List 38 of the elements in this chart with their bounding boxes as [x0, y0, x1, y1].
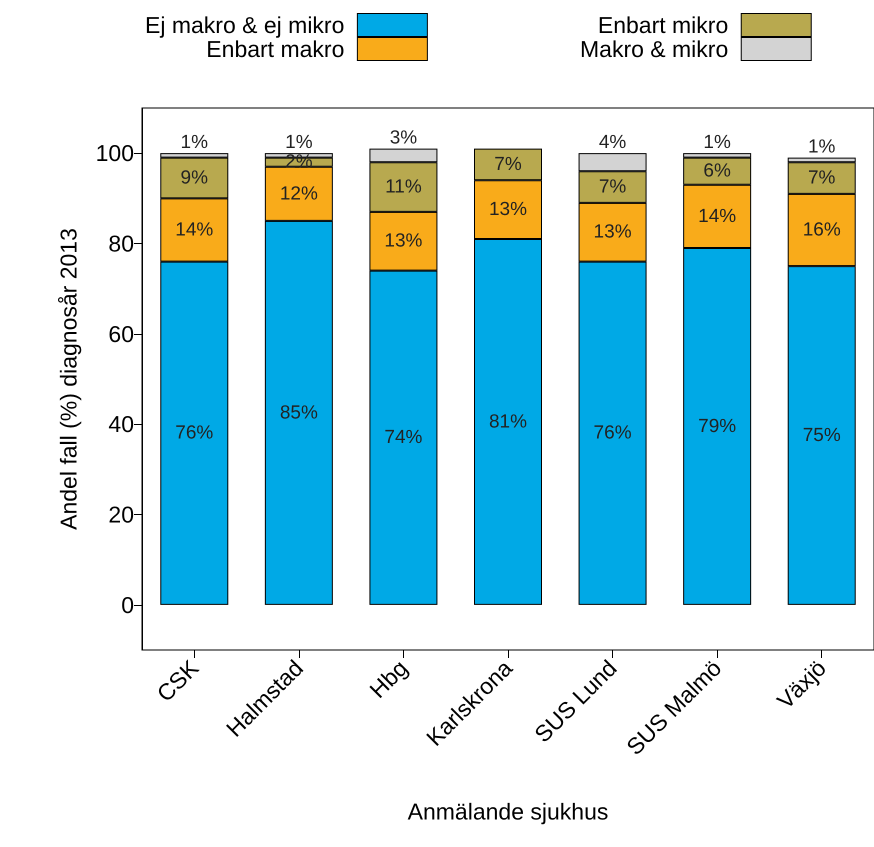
data-label: 12%	[280, 183, 318, 204]
data-label: 13%	[384, 230, 423, 252]
y-axis-title: Andel fall (%) diagnosår 2013	[56, 228, 82, 530]
data-label: 14%	[175, 219, 214, 240]
data-label: 1%	[703, 132, 731, 154]
x-tick-label: Hbg	[364, 654, 413, 704]
data-label: 11%	[385, 176, 422, 198]
data-label: 81%	[488, 411, 528, 432]
data-label: 76%	[175, 422, 214, 444]
data-label: 9%	[180, 168, 208, 189]
legend-label: Enbart mikro	[598, 12, 728, 38]
data-label: 7%	[808, 168, 836, 189]
data-label: 3%	[390, 128, 418, 149]
x-axis-title: Anmälande sjukhus	[408, 798, 608, 824]
data-label: 7%	[598, 176, 626, 198]
data-label: 13%	[488, 199, 528, 220]
data-label: 1%	[180, 132, 208, 154]
data-label: 1%	[285, 132, 313, 154]
data-label: 6%	[703, 160, 731, 182]
y-tick-label: 20	[108, 502, 134, 528]
legend-label: Makro & mikro	[580, 36, 728, 62]
y-tick-label: 60	[108, 320, 134, 347]
data-label: 16%	[802, 219, 841, 240]
data-label: 75%	[802, 424, 841, 446]
data-label: 85%	[280, 402, 318, 424]
legend-label: Ej makro & ej mikro	[145, 12, 344, 38]
data-label: 76%	[594, 422, 632, 444]
y-tick-label: 40	[108, 411, 134, 438]
data-label: 74%	[384, 427, 423, 448]
data-label: 7%	[494, 154, 522, 175]
y-tick-label: 0	[121, 592, 134, 618]
data-label: 13%	[594, 222, 632, 243]
data-label: 79%	[698, 416, 736, 437]
data-label: 14%	[698, 206, 736, 227]
y-tick-label: 100	[96, 140, 134, 166]
y-tick-label: 80	[108, 230, 134, 256]
data-label: 1%	[808, 136, 836, 158]
data-label: 4%	[598, 132, 626, 154]
